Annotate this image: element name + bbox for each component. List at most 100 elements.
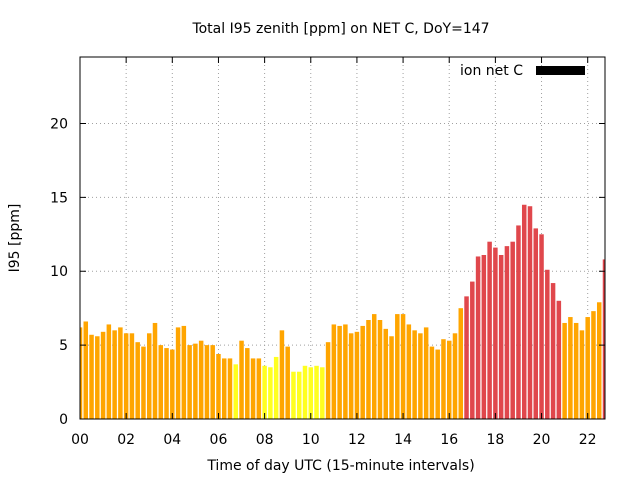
bar [80, 327, 83, 419]
x-tick-label: 04 [163, 432, 181, 448]
y-tick-label: 20 [50, 116, 68, 132]
bar [585, 317, 590, 419]
legend-swatch [536, 66, 585, 75]
bar [308, 367, 314, 419]
bar [441, 339, 446, 419]
legend-label: ion net C [460, 63, 523, 79]
bar [152, 322, 158, 419]
bar [596, 302, 602, 419]
bar [100, 331, 106, 419]
bar [245, 348, 250, 419]
bar [95, 336, 100, 419]
bar [262, 365, 267, 419]
bar [325, 342, 331, 419]
bar [302, 365, 308, 419]
bar [521, 204, 527, 419]
bar [395, 314, 400, 419]
bar [487, 241, 492, 419]
bar [568, 317, 573, 419]
x-tick-label: 10 [302, 432, 320, 448]
bar [170, 349, 175, 419]
bar [106, 324, 112, 419]
y-tick-label: 10 [50, 264, 68, 280]
bar [493, 247, 498, 419]
bars [80, 204, 605, 419]
x-tick-label: 22 [579, 432, 597, 448]
bar [112, 330, 117, 419]
bar [452, 333, 458, 419]
bar [268, 367, 273, 419]
x-axis-label: Time of day UTC (15-minute intervals) [206, 458, 474, 474]
bar [545, 269, 550, 419]
bar [533, 228, 539, 419]
x-tick-label: 14 [394, 432, 412, 448]
axis-ticks: 00 02 04 06 08 10 12 14 16 18 20 22 0 5 10 15 20 [50, 57, 605, 448]
bar [446, 340, 452, 419]
bar [579, 330, 585, 419]
bar [129, 333, 135, 419]
y-tick-label: 5 [59, 338, 68, 354]
bar [291, 371, 296, 419]
bar [135, 342, 140, 419]
bar [383, 328, 389, 419]
bar [285, 346, 290, 419]
bar [510, 241, 515, 419]
bar [377, 320, 383, 419]
x-tick-label: 18 [486, 432, 504, 448]
bar [158, 345, 164, 419]
bar [539, 234, 544, 419]
x-tick-label: 08 [256, 432, 274, 448]
bar [527, 206, 533, 419]
bar [227, 358, 233, 419]
bar [320, 367, 325, 419]
y-tick-label: 15 [50, 190, 68, 206]
bar [464, 296, 469, 419]
grid [80, 57, 605, 419]
bar [187, 345, 192, 419]
bar [504, 246, 510, 419]
bar [400, 314, 406, 419]
bar [371, 314, 377, 419]
bar [204, 345, 210, 419]
bar [146, 333, 152, 419]
bar [458, 308, 464, 419]
bar [591, 311, 596, 419]
bar [296, 371, 302, 419]
bar [198, 340, 204, 419]
y-axis-label: I95 [ppm] [7, 204, 23, 273]
bar [481, 254, 487, 419]
bar [141, 346, 146, 419]
bar [181, 325, 187, 419]
bar [423, 327, 429, 419]
x-tick-label: 20 [533, 432, 551, 448]
bar [233, 364, 239, 419]
bar [435, 349, 440, 419]
bar [89, 334, 94, 419]
bar [314, 365, 319, 419]
bar [360, 325, 365, 419]
bar [602, 259, 605, 419]
bar [175, 327, 181, 419]
bar [389, 336, 394, 419]
x-tick-label: 00 [71, 432, 89, 448]
bar [83, 321, 89, 419]
bar [418, 333, 423, 419]
bar [475, 256, 481, 419]
bar [470, 281, 475, 419]
legend: ion net C [460, 63, 585, 79]
bar [239, 340, 244, 419]
bar [348, 333, 354, 419]
bar [216, 353, 221, 419]
bar [256, 358, 262, 419]
x-tick-label: 06 [210, 432, 228, 448]
x-tick-label: 12 [348, 432, 366, 448]
bar [123, 333, 129, 419]
bar [366, 320, 371, 419]
bar [429, 346, 435, 419]
bar [406, 324, 412, 419]
bar [354, 331, 360, 419]
bar [550, 283, 556, 419]
bar [556, 300, 562, 419]
x-tick-label: 02 [117, 432, 135, 448]
